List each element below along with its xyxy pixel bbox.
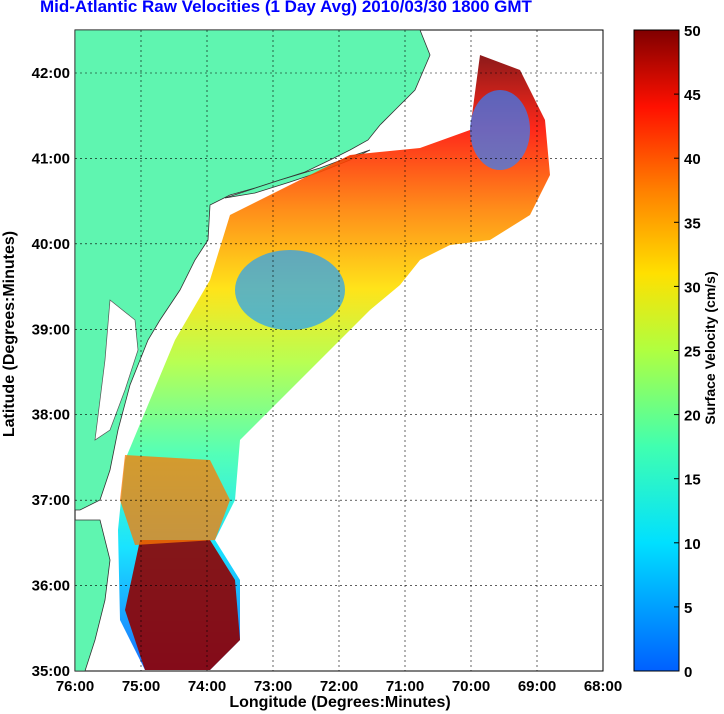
x-tick-label: 74:00 <box>188 678 226 695</box>
land-nc <box>75 519 111 671</box>
x-tick-label: 71:00 <box>386 678 424 695</box>
x-tick-label: 70:00 <box>452 678 490 695</box>
x-tick-label: 69:00 <box>518 678 556 695</box>
low-velocity-zone <box>235 250 345 330</box>
x-tick-label: 72:00 <box>320 678 358 695</box>
y-tick-label: 41:00 <box>32 150 70 167</box>
grid-lines <box>75 30 603 671</box>
x-tick-label: 68:00 <box>584 678 622 695</box>
colorbar-tick-label: 0 <box>684 664 692 681</box>
colorbar-tick-label: 40 <box>684 151 701 168</box>
low-velocity-zone-ne <box>470 90 530 170</box>
velocity-field <box>118 55 550 670</box>
land-north <box>75 30 431 511</box>
x-tick-label: 76:00 <box>56 678 94 695</box>
colorbar-tick-label: 5 <box>684 600 692 617</box>
colorbar-tick-label: 45 <box>684 87 701 104</box>
colorbar <box>633 29 680 672</box>
y-tick-label: 40:00 <box>32 236 70 253</box>
x-tick-label: 75:00 <box>122 678 160 695</box>
land-delmarva <box>94 299 139 441</box>
y-axis-label: Latitude (Degrees:Minutes) <box>1 230 18 438</box>
colorbar-tick-label: 15 <box>684 472 701 489</box>
colorbar-tick-label: 30 <box>684 279 701 296</box>
y-tick-label: 36:00 <box>32 578 70 595</box>
y-tick-label: 42:00 <box>32 65 70 82</box>
y-tick-label: 35:00 <box>32 663 70 680</box>
colorbar-tick-label: 25 <box>684 344 701 361</box>
high-velocity-zone <box>125 540 240 670</box>
colorbar-tick-label: 35 <box>684 215 701 232</box>
map-title: Mid-Atlantic Raw Velocities (1 Day Avg) … <box>40 0 532 16</box>
colorbar-tick-label: 50 <box>684 23 701 40</box>
y-tick-label: 38:00 <box>32 407 70 424</box>
colorbar-tick-label: 20 <box>684 408 701 425</box>
colorbar-label: Surface Velocity (cm/s) <box>702 271 718 425</box>
x-axis-label: Longitude (Degrees:Minutes) <box>229 694 451 711</box>
y-tick-label: 39:00 <box>32 321 70 338</box>
x-tick-label: 73:00 <box>254 678 292 695</box>
y-tick-label: 37:00 <box>32 492 70 509</box>
colorbar-tick-label: 10 <box>684 536 701 553</box>
